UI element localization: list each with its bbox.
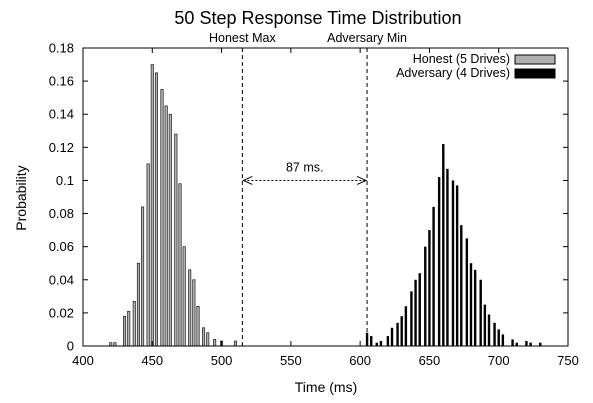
honest-bar <box>233 340 237 347</box>
gap-arrow-left-head <box>242 175 253 185</box>
adversary-bar <box>424 246 427 346</box>
x-tick-label: 450 <box>141 353 163 368</box>
honest-bar <box>196 305 200 347</box>
honest-bar <box>164 105 168 347</box>
honest-max-label: Honest Max <box>209 31 276 45</box>
adversary-bar <box>511 339 514 346</box>
gap-arrow-right-head <box>356 175 368 185</box>
adversary-bar <box>515 342 518 346</box>
x-tick-label: 400 <box>72 353 94 368</box>
y-tick-label: 0.16 <box>49 74 74 89</box>
y-tick-label: 0.14 <box>49 107 74 122</box>
adversary-bar <box>451 180 455 346</box>
adversary-bar <box>446 168 449 346</box>
adversary-bar <box>483 304 487 346</box>
honest-bar <box>141 206 145 347</box>
chart-title: 50 Step Response Time Distribution <box>174 8 461 28</box>
adversary-bar <box>400 316 403 346</box>
adversary-bar <box>501 334 505 346</box>
adversary-bar <box>493 322 496 346</box>
honest-bar <box>127 310 131 347</box>
y-tick-label: 0.1 <box>56 173 74 188</box>
legend-label: Adversary (4 Drives) <box>396 66 510 80</box>
honest-bar <box>132 300 136 347</box>
adversary-bar <box>432 206 435 346</box>
x-axis-label: Time (ms) <box>295 379 357 395</box>
honest-bar <box>136 262 140 347</box>
honest-bar-series <box>109 64 237 347</box>
x-tick-label: 550 <box>280 353 302 368</box>
adversary-bar <box>487 314 491 346</box>
adversary-bar <box>370 336 373 346</box>
legend-label: Honest (5 Drives) <box>413 52 510 66</box>
adversary-bar-series <box>365 144 542 346</box>
adversary-bar <box>410 291 413 346</box>
adversary-min-label: Adversary Min <box>327 31 407 45</box>
adversary-bar <box>497 329 500 346</box>
legend: Honest (5 Drives)Adversary (4 Drives) <box>396 52 556 80</box>
adversary-bar <box>479 279 482 346</box>
honest-bar <box>123 315 127 347</box>
adversary-bar <box>390 327 394 346</box>
axes: 400 450 500 550 600 650 700 750 0 0.02 0.04 0.06 0.0… <box>49 41 579 369</box>
y-tick-label: 0.02 <box>49 305 74 320</box>
honest-bar <box>150 64 154 347</box>
adversary-bar <box>525 341 528 346</box>
honest-bar <box>202 327 206 347</box>
adversary-bar <box>473 269 477 346</box>
x-tick-label: 600 <box>349 353 371 368</box>
y-tick-label: 0.04 <box>49 272 74 287</box>
adversary-bar <box>375 342 378 346</box>
honest-bar <box>174 133 178 347</box>
y-tick-label: 0.06 <box>49 239 74 254</box>
honest-bar <box>206 332 210 347</box>
adversary-bar <box>414 279 417 346</box>
adversary-bar <box>465 238 469 346</box>
adversary-bar <box>365 332 369 346</box>
y-tick-label: 0 <box>67 339 74 354</box>
legend-swatch <box>514 54 556 65</box>
adversary-bar <box>437 177 441 346</box>
plot-frame <box>82 47 569 347</box>
legend-swatch <box>514 68 556 79</box>
honest-bar <box>182 246 186 347</box>
adversary-bar <box>539 342 542 346</box>
honest-bar <box>160 89 164 347</box>
honest-bar <box>188 269 192 347</box>
x-tick-label: 650 <box>419 353 441 368</box>
adversary-bar <box>404 306 408 346</box>
gap-label: 87 ms. <box>286 160 324 174</box>
annotations: Honest Max Adversary Min 87 ms. <box>209 31 407 346</box>
adversary-bar <box>455 185 459 346</box>
adversary-bar <box>386 336 390 346</box>
y-tick-label: 0.08 <box>49 206 74 221</box>
adversary-bar <box>529 342 532 346</box>
honest-bar <box>146 163 150 347</box>
x-tick-label: 750 <box>557 353 579 368</box>
honest-bar <box>213 339 217 347</box>
adversary-bar <box>460 225 463 346</box>
y-tick-label: 0.18 <box>49 41 74 56</box>
adversary-bar <box>428 230 431 346</box>
adversary-bar <box>469 263 473 346</box>
x-tick-label: 700 <box>488 353 510 368</box>
honest-bar <box>178 183 182 347</box>
y-tick-label: 0.12 <box>49 140 74 155</box>
adversary-bar <box>396 322 399 346</box>
x-tick-label: 500 <box>211 353 233 368</box>
honest-bar <box>192 279 196 347</box>
honest-bar <box>168 113 172 347</box>
y-axis-label: Probability <box>13 165 29 230</box>
adversary-bar <box>418 273 421 346</box>
adversary-bar <box>442 144 445 346</box>
adversary-bar <box>379 341 383 346</box>
honest-bar <box>154 72 158 347</box>
